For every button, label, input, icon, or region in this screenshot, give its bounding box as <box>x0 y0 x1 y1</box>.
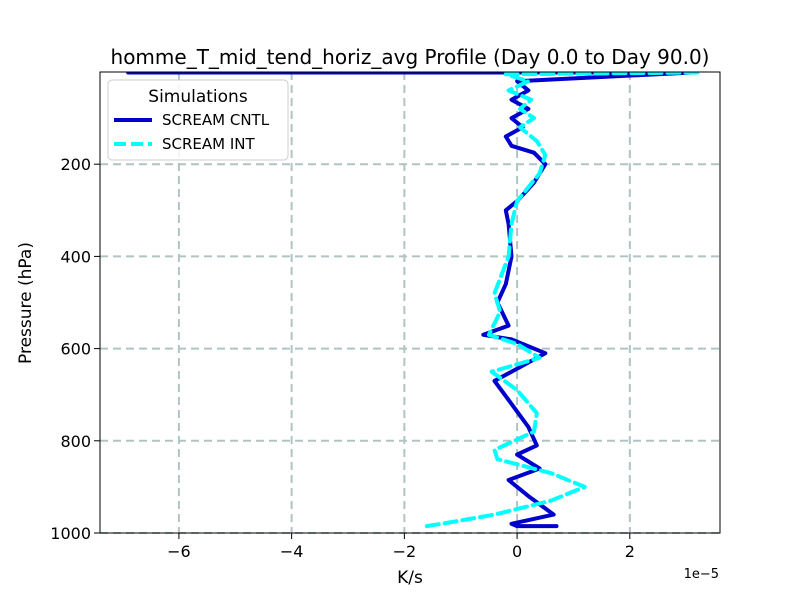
legend-entry-int: SCREAM INT <box>162 135 256 153</box>
y-tick-label: 200 <box>60 155 91 174</box>
x-tick-label: −4 <box>280 542 304 561</box>
series-line-scream-int <box>424 72 700 529</box>
legend-title: Simulations <box>148 87 248 107</box>
y-tick-label: 400 <box>60 247 91 266</box>
y-tick-label: 800 <box>60 432 91 451</box>
series-lines <box>126 72 700 529</box>
legend-entry-cntl: SCREAM CNTL <box>162 111 270 129</box>
x-axis-ticks: −6 −4 −2 0 2 <box>167 533 635 561</box>
y-axis-ticks: 200 400 600 800 1000 <box>50 155 100 543</box>
plot-frame <box>99 71 721 534</box>
x-tick-label: 0 <box>512 542 522 561</box>
legend-box <box>107 79 289 161</box>
y-tick-label: 600 <box>60 340 91 359</box>
x-tick-label: −6 <box>167 542 191 561</box>
y-tick-label: 1000 <box>50 524 91 543</box>
x-scale-label: 1e−5 <box>684 567 719 582</box>
chart-title: homme_T_mid_tend_horiz_avg Profile (Day … <box>111 45 710 69</box>
x-tick-label: −2 <box>393 542 417 561</box>
legend: Simulations SCREAM CNTL SCREAM INT <box>107 79 289 161</box>
y-axis-label: Pressure (hPa) <box>16 242 36 364</box>
x-tick-label: 2 <box>625 542 635 561</box>
x-axis-label: K/s <box>397 568 423 588</box>
